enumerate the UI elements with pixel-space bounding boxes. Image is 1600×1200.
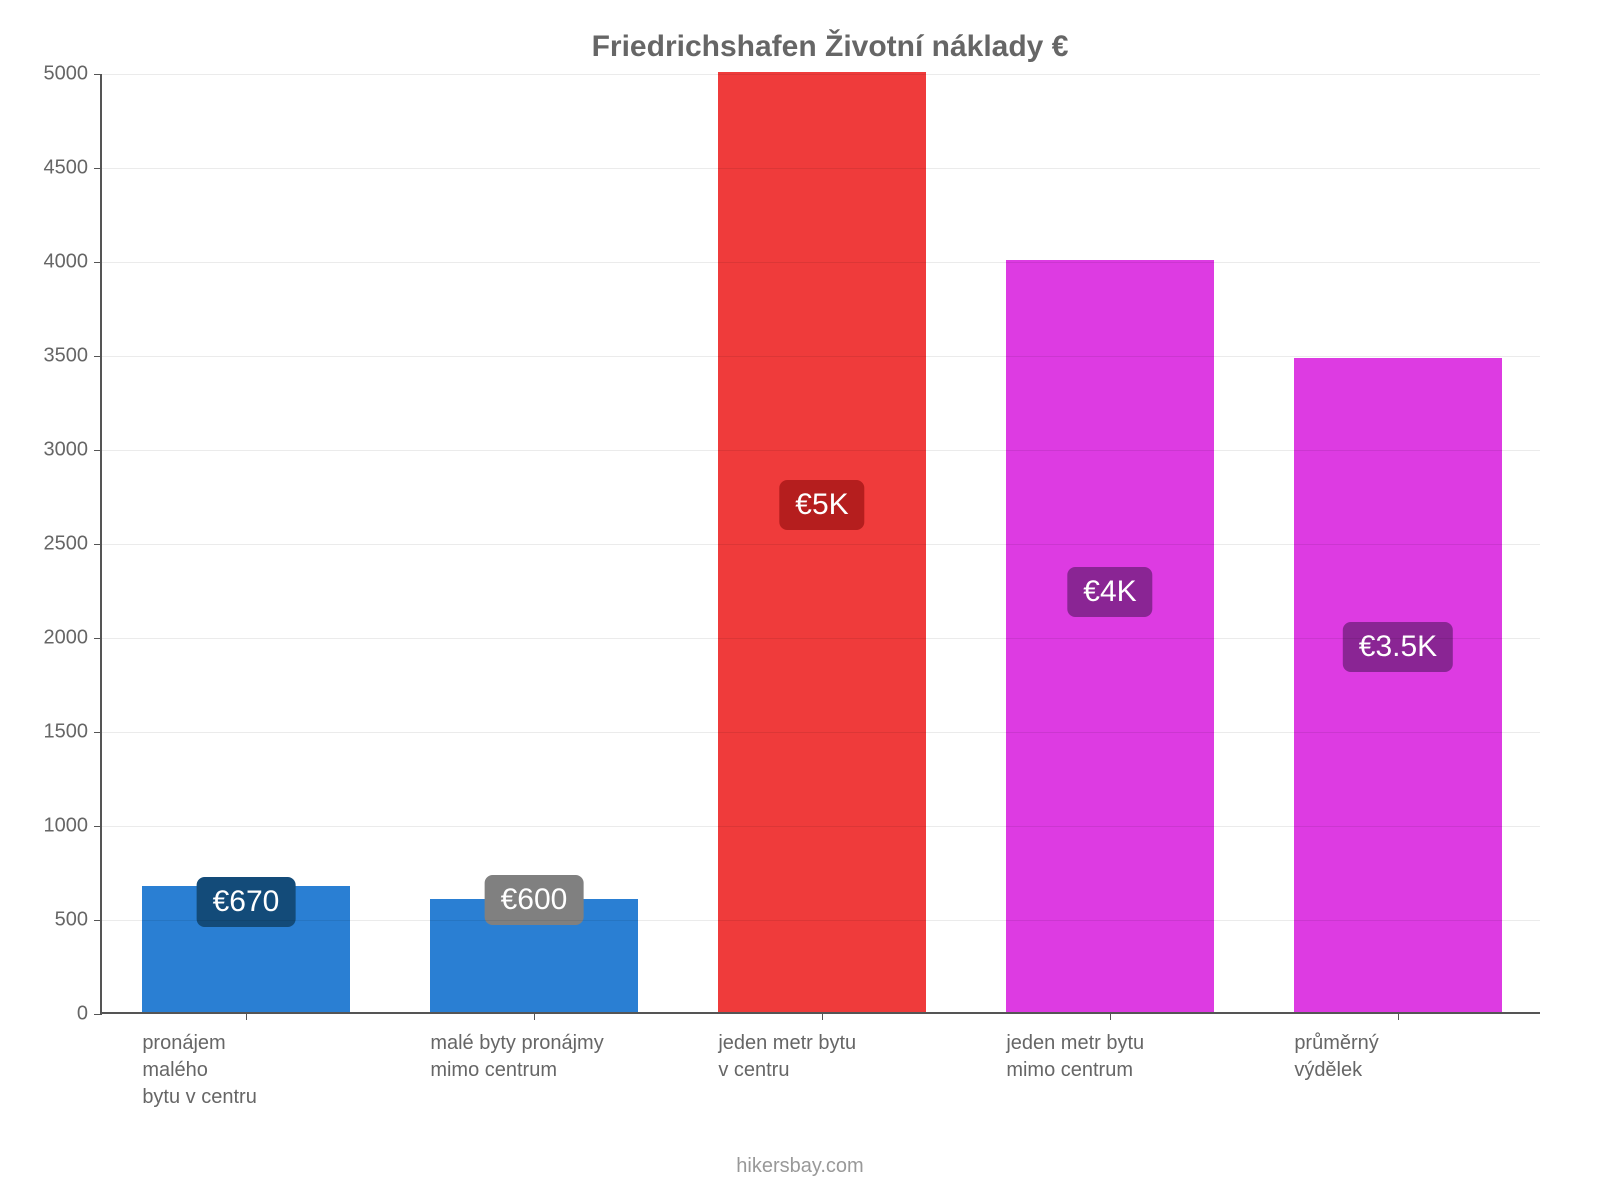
bar: €5K (718, 72, 925, 1012)
x-tick (822, 1012, 823, 1020)
chart-title: Friedrichshafen Životní náklady € (100, 30, 1560, 64)
gridline (102, 356, 1540, 357)
x-axis-label: pronájem malého bytu v centru (142, 1030, 389, 1111)
x-tick (534, 1012, 535, 1020)
y-axis-label: 5000 (44, 63, 103, 86)
y-axis-label: 2500 (44, 533, 103, 556)
x-axis-labels: pronájem malého bytu v centru malé byty p… (102, 1012, 1540, 1152)
chart-footer: hikersbay.com (0, 1155, 1600, 1178)
y-axis-label: 4500 (44, 157, 103, 180)
gridline (102, 74, 1540, 75)
chart-container: Friedrichshafen Životní náklady € €670€6… (0, 0, 1600, 1200)
bar: €670 (142, 886, 349, 1012)
bar: €3.5K (1294, 358, 1501, 1012)
bars-layer: €670 €600 €5K €4K €3.5K (102, 74, 1540, 1012)
gridline (102, 920, 1540, 921)
gridline (102, 262, 1540, 263)
value-badge: €4K (1067, 567, 1152, 617)
x-tick (1398, 1012, 1399, 1020)
y-axis-label: 3500 (44, 345, 103, 368)
value-badge: €5K (779, 480, 864, 530)
bar: €4K (1006, 260, 1213, 1012)
y-axis-label: 4000 (44, 251, 103, 274)
gridline (102, 826, 1540, 827)
x-axis-label: průměrný výdělek (1294, 1030, 1541, 1084)
y-axis-label: 500 (55, 909, 102, 932)
y-axis-label: 0 (77, 1003, 102, 1026)
value-badge: €3.5K (1343, 622, 1453, 672)
x-axis-label: malé byty pronájmy mimo centrum (430, 1030, 677, 1084)
plot-area: €670€600€5K€4K€3.5K pronájem malého bytu… (100, 74, 1540, 1014)
x-tick (1110, 1012, 1111, 1020)
gridline (102, 544, 1540, 545)
y-axis-label: 1500 (44, 721, 103, 744)
gridline (102, 450, 1540, 451)
gridline (102, 732, 1540, 733)
y-axis-label: 1000 (44, 815, 103, 838)
value-badge: €600 (485, 875, 584, 925)
x-tick (246, 1012, 247, 1020)
y-axis-label: 2000 (44, 627, 103, 650)
y-axis-label: 3000 (44, 439, 103, 462)
x-axis-label: jeden metr bytu mimo centrum (1006, 1030, 1253, 1084)
gridline (102, 168, 1540, 169)
gridline (102, 638, 1540, 639)
x-axis-label: jeden metr bytu v centru (718, 1030, 965, 1084)
bar: €600 (430, 899, 637, 1012)
